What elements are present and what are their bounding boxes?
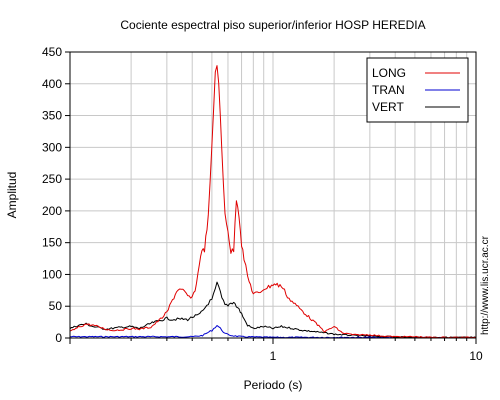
y-tick-label: 200 <box>42 204 62 218</box>
series-layer <box>69 65 477 339</box>
y-tick-label: 350 <box>42 109 62 123</box>
y-tick-label: 300 <box>42 140 62 154</box>
axes: 0 50 100 150 200 250 300 350 400 450 1 10 <box>42 45 483 363</box>
y-tick-label: 50 <box>49 299 63 313</box>
legend-label-vert: VERT <box>372 100 404 114</box>
y-tick-label: 250 <box>42 172 62 186</box>
grid <box>70 52 476 338</box>
legend-label-tran: TRAN <box>372 83 405 97</box>
x-tick-label: 10 <box>469 349 483 363</box>
y-tick-label: 0 <box>55 331 62 345</box>
series-line-vert <box>69 281 477 339</box>
x-tick-label: 1 <box>270 349 277 363</box>
y-tick-label: 400 <box>42 77 62 91</box>
legend: LONG TRAN VERT <box>366 57 469 123</box>
y-axis-label: Amplitud <box>5 172 19 219</box>
watermark-url: http://www.lis.ucr.ac.cr <box>480 235 491 335</box>
x-axis-label: Periodo (s) <box>244 378 303 392</box>
series-line-long <box>69 65 476 339</box>
y-tick-label: 150 <box>42 236 62 250</box>
y-tick-label: 450 <box>42 45 62 59</box>
y-tick-label: 100 <box>42 267 62 281</box>
legend-label-long: LONG <box>372 66 406 80</box>
chart-title: Cociente espectral piso superior/inferio… <box>120 18 425 32</box>
